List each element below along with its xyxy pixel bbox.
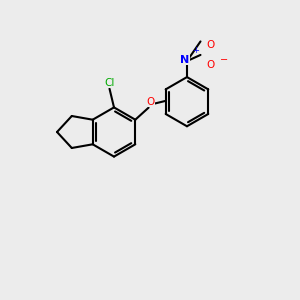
Text: +: +	[192, 46, 199, 55]
Text: −: −	[220, 55, 228, 64]
Text: O: O	[206, 60, 214, 70]
Text: O: O	[206, 40, 214, 50]
Text: Cl: Cl	[104, 78, 115, 88]
Text: O: O	[146, 97, 155, 107]
Text: N: N	[180, 55, 189, 64]
